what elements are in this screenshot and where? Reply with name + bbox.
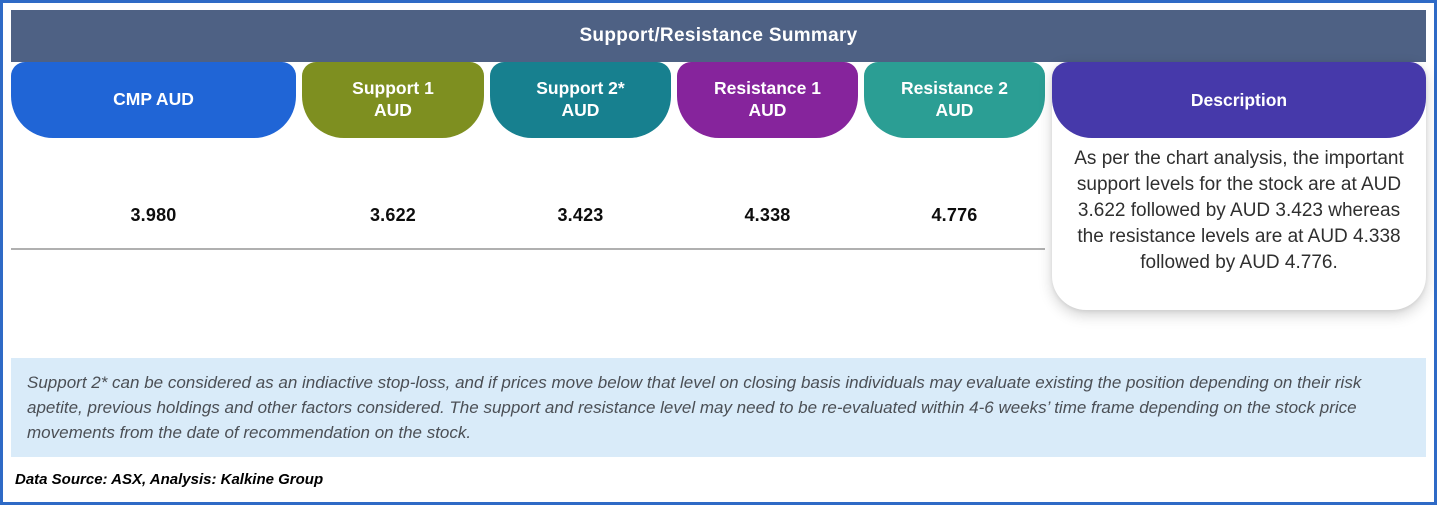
column-header-support1: Support 1 AUD bbox=[302, 62, 484, 138]
resistance1-value: 4.338 bbox=[744, 205, 791, 225]
column-header-label: CMP AUD bbox=[113, 89, 194, 110]
column-header-support2: Support 2* AUD bbox=[490, 62, 671, 138]
column-header-label-line2: AUD bbox=[748, 100, 787, 120]
data-source-line: Data Source: ASX, Analysis: Kalkine Grou… bbox=[15, 471, 324, 489]
column-header-label: Resistance 2 bbox=[900, 78, 1008, 99]
description-card: Description As per the chart analysis, t… bbox=[1052, 62, 1426, 310]
disclaimer-note: Support 2* can be considered as an india… bbox=[11, 358, 1426, 458]
column-header-description: Description bbox=[1052, 62, 1426, 138]
support2-value: 3.423 bbox=[557, 205, 604, 225]
column-header-label-line2: AUD bbox=[935, 100, 974, 120]
column-header-cmp: CMP AUD bbox=[11, 62, 296, 138]
cmp-value: 3.980 bbox=[130, 205, 177, 225]
column-header-label: Support 1 bbox=[352, 78, 434, 99]
table-body: CMP AUD Support 1 AUD Support 2* AUD Res… bbox=[11, 62, 1426, 310]
column-header-label: Description bbox=[1190, 89, 1288, 110]
table-title-bar: Support/Resistance Summary bbox=[11, 10, 1426, 62]
data-columns: CMP AUD Support 1 AUD Support 2* AUD Res… bbox=[11, 62, 1045, 250]
table-title: Support/Resistance Summary bbox=[579, 25, 858, 46]
column-header-label-line2: AUD bbox=[561, 100, 600, 120]
column-header-resistance2: Resistance 2 AUD bbox=[864, 62, 1045, 138]
column-header-label: Resistance 1 bbox=[713, 78, 821, 99]
values-row: 3.980 3.622 3.423 4.338 4.776 bbox=[11, 138, 1045, 250]
description-text: As per the chart analysis, the important… bbox=[1074, 148, 1404, 274]
resistance2-value: 4.776 bbox=[931, 205, 978, 225]
column-header-label-line2: AUD bbox=[374, 100, 412, 120]
support1-value: 3.622 bbox=[369, 205, 417, 225]
column-header-resistance1: Resistance 1 AUD bbox=[677, 62, 858, 138]
header-pills-row: CMP AUD Support 1 AUD Support 2* AUD Res… bbox=[11, 62, 1045, 138]
column-header-label: Support 2* bbox=[536, 78, 625, 99]
